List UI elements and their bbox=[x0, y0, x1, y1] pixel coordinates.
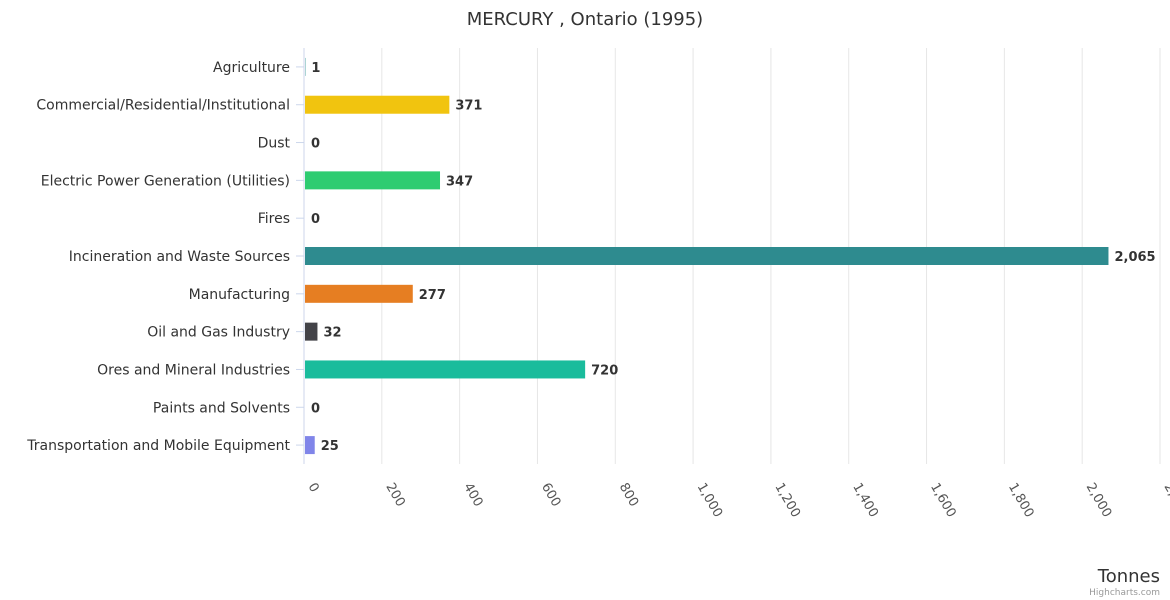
category-axis-labels: Agriculture Commercial/Residential/Instit… bbox=[26, 60, 304, 454]
category-label: Fires bbox=[258, 211, 290, 227]
value-tick-label: 2,200 bbox=[1161, 481, 1170, 521]
category-label: Transportation and Mobile Equipment bbox=[26, 438, 290, 454]
data-label: 371 bbox=[455, 99, 482, 114]
value-tick-label: 1,600 bbox=[927, 481, 959, 521]
bars bbox=[305, 57, 1109, 455]
bar[interactable] bbox=[305, 171, 441, 190]
value-tick-label: 600 bbox=[538, 481, 563, 510]
category-label: Oil and Gas Industry bbox=[147, 325, 290, 341]
bar[interactable] bbox=[305, 436, 315, 455]
data-label: 347 bbox=[446, 174, 473, 189]
data-labels: 1 371 0 347 0 2,065 277 32 720 0 25 bbox=[311, 61, 1156, 454]
value-axis-title: Tonnes bbox=[1097, 566, 1160, 587]
data-label: 25 bbox=[321, 439, 339, 454]
value-axis-ticks: 0 200 400 600 800 1,000 1,200 1,400 1,600 1,800 2,… bbox=[305, 481, 1170, 521]
bar[interactable] bbox=[305, 247, 1109, 265]
bar[interactable] bbox=[305, 284, 413, 303]
data-label: 0 bbox=[311, 212, 320, 227]
data-label: 1 bbox=[311, 61, 320, 76]
category-label: Paints and Solvents bbox=[153, 400, 290, 416]
value-tick-label: 800 bbox=[616, 481, 641, 510]
category-label: Incineration and Waste Sources bbox=[69, 249, 290, 265]
data-label: 32 bbox=[323, 326, 341, 341]
value-tick-label: 0 bbox=[305, 481, 322, 496]
category-label: Ores and Mineral Industries bbox=[97, 362, 290, 378]
data-label: 2,065 bbox=[1114, 250, 1155, 265]
chart-title: MERCURY , Ontario (1995) bbox=[467, 9, 703, 30]
data-label: 0 bbox=[311, 401, 320, 416]
bar[interactable] bbox=[305, 322, 318, 341]
data-label: 720 bbox=[591, 363, 618, 378]
value-tick-label: 200 bbox=[382, 481, 407, 510]
category-label: Manufacturing bbox=[189, 287, 290, 303]
value-tick-label: 1,400 bbox=[849, 481, 881, 521]
bar[interactable] bbox=[305, 360, 586, 379]
category-label: Commercial/Residential/Institutional bbox=[36, 98, 290, 114]
value-tick-label: 400 bbox=[460, 481, 485, 510]
value-tick-label: 1,200 bbox=[771, 481, 803, 521]
value-tick-label: 1,800 bbox=[1005, 481, 1037, 521]
data-label: 0 bbox=[311, 137, 320, 152]
value-tick-label: 2,000 bbox=[1083, 481, 1115, 521]
credits-link[interactable]: Highcharts.com bbox=[1089, 588, 1160, 598]
value-tick-label: 1,000 bbox=[694, 481, 726, 521]
category-label: Agriculture bbox=[213, 60, 290, 76]
data-label: 277 bbox=[419, 288, 446, 303]
bar[interactable] bbox=[305, 95, 450, 114]
category-label: Electric Power Generation (Utilities) bbox=[41, 173, 290, 189]
category-label: Dust bbox=[258, 136, 291, 152]
